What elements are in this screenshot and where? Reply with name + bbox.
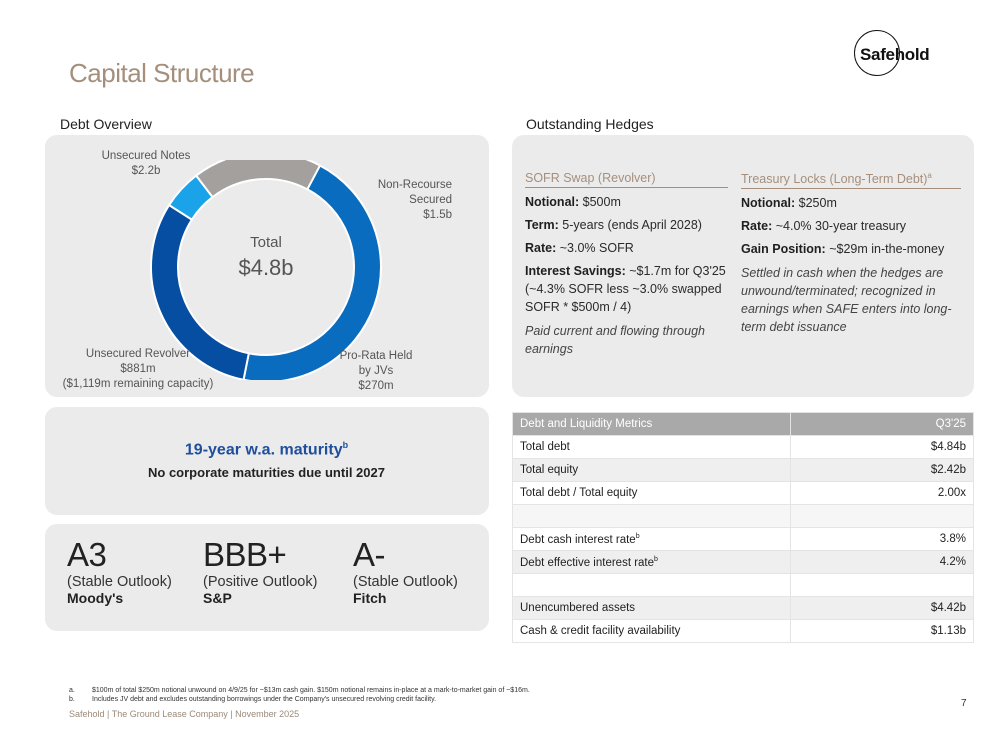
rating-moodys: A3 (Stable Outlook) Moody's xyxy=(67,536,172,606)
rating-fitch: A- (Stable Outlook) Fitch xyxy=(353,536,458,606)
header-label: Debt and Liquidity Metrics xyxy=(512,412,791,436)
sofr-swap-title: SOFR Swap (Revolver) xyxy=(525,171,728,188)
treasury-notional: Notional: $250m xyxy=(741,196,837,211)
logo-circle-icon xyxy=(854,30,900,76)
page-number: 7 xyxy=(961,698,967,709)
rating-outlook: (Stable Outlook) xyxy=(353,574,458,590)
label-pro-rata-jvs: Pro-Rata Held by JVs $270m xyxy=(339,350,413,392)
debt-liquidity-metrics-table: Debt and Liquidity Metrics Q3'25 Total d… xyxy=(512,412,974,643)
rating-agency: S&P xyxy=(203,590,232,606)
page-footer: Safehold | The Ground Lease Company | No… xyxy=(69,709,300,719)
treasury-gain-position: Gain Position: ~$29m in-the-money xyxy=(741,242,945,257)
rating-grade: BBB+ xyxy=(203,536,287,573)
donut-slice-unsecured-revolver xyxy=(194,160,322,199)
ratings-panel xyxy=(45,524,489,631)
table-row: Debt cash interest rateb 3.8% xyxy=(512,527,974,551)
table-row: Debt effective interest rateb 4.2% xyxy=(512,550,974,574)
maturity-subtitle: No corporate maturities due until 2027 xyxy=(148,465,385,480)
donut-total-caption: Total xyxy=(250,234,282,251)
label-unsecured-revolver: Unsecured Revolver $881m ($1,119m remain… xyxy=(62,348,214,390)
maturity-title: 19-year w.a. maturityb xyxy=(184,440,349,459)
sofr-note: Paid current and flowing through earning… xyxy=(525,324,705,356)
rating-grade: A- xyxy=(353,536,385,573)
label-unsecured-notes: Unsecured Notes $2.2b xyxy=(101,150,191,177)
label-non-recourse: Non-Recourse Secured $1.5b xyxy=(377,179,452,221)
sofr-term: Term: 5-years (ends April 2028) xyxy=(525,218,702,232)
sofr-rate: Rate: ~3.0% SOFR xyxy=(525,241,634,255)
debt-overview-heading: Debt Overview xyxy=(60,116,152,132)
rating-agency: Fitch xyxy=(353,590,387,606)
treasury-locks-title: Treasury Locks (Long-Term Debt)a xyxy=(741,171,961,190)
maturity-panel xyxy=(45,407,489,515)
table-header-row: Debt and Liquidity Metrics Q3'25 xyxy=(512,412,974,436)
logo-text: Safehold xyxy=(860,45,930,64)
table-row: Total equity $2.42b xyxy=(512,458,974,482)
page-title: Capital Structure xyxy=(69,58,255,88)
rating-outlook: (Stable Outlook) xyxy=(67,574,172,590)
rating-grade: A3 xyxy=(67,536,107,573)
table-row: Total debt $4.84b xyxy=(512,435,974,459)
rating-agency: Moody's xyxy=(67,590,124,606)
table-row: Total debt / Total equity 2.00x xyxy=(512,481,974,505)
sofr-swap-column: SOFR Swap (Revolver) Notional: $500m Ter… xyxy=(525,171,728,358)
debt-donut-chart xyxy=(150,160,382,380)
footnote-a: $100m of total $250m notional unwound on… xyxy=(92,687,530,694)
footnote-b-marker: b. xyxy=(69,696,75,703)
table-row-spacer xyxy=(512,504,974,528)
footnote-b: Includes JV debt and excludes outstandin… xyxy=(92,696,437,703)
header-period: Q3'25 xyxy=(790,412,974,436)
rating-sp: BBB+ (Positive Outlook) S&P xyxy=(203,536,317,606)
hedges-heading: Outstanding Hedges xyxy=(526,116,654,132)
rating-outlook: (Positive Outlook) xyxy=(203,574,318,590)
sofr-interest-savings: Interest Savings: ~$1.7m for Q3'25 (~4.3… xyxy=(525,264,726,314)
treasury-note: Settled in cash when the hedges are unwo… xyxy=(741,266,952,335)
treasury-locks-column: Treasury Locks (Long-Term Debt)a Notiona… xyxy=(741,171,961,336)
safehold-logo: Safehold xyxy=(854,30,944,82)
table-row-spacer xyxy=(512,573,974,597)
donut-total-value: $4.8b xyxy=(238,255,294,280)
table-row: Cash & credit facility availability $1.13… xyxy=(512,619,974,643)
footnote-a-marker: a. xyxy=(69,687,75,694)
sofr-notional: Notional: $500m xyxy=(525,195,621,209)
treasury-rate: Rate: ~4.0% 30-year treasury xyxy=(741,219,907,234)
hedges-panel xyxy=(512,135,974,397)
table-row: Unencumbered assets $4.42b xyxy=(512,596,974,620)
